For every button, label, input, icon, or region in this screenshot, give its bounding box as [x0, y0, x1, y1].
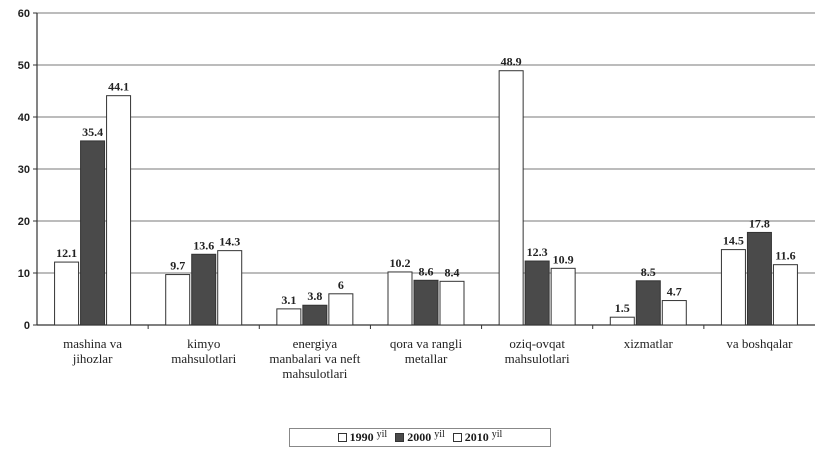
legend-item: 1990 yil	[337, 429, 388, 445]
data-label: 1.5	[615, 301, 630, 315]
category-label: metallar	[405, 351, 448, 366]
category-label: jihozlar	[72, 351, 113, 366]
bar	[54, 261, 80, 326]
data-label: 8.6	[419, 264, 434, 278]
data-label: 3.8	[307, 289, 322, 303]
bar	[550, 267, 576, 326]
data-label: 14.5	[723, 234, 744, 248]
data-label: 10.2	[390, 256, 411, 270]
data-label: 6	[338, 278, 344, 292]
bar	[439, 280, 465, 326]
category-label: manbalari va neft	[269, 351, 360, 366]
bar	[302, 304, 328, 326]
bar	[328, 293, 354, 326]
category-label: xizmatlar	[624, 336, 674, 351]
bar	[772, 264, 798, 326]
category-label: mahsulotlari	[171, 351, 236, 366]
data-label: 35.4	[82, 125, 103, 139]
y-tick-label: 30	[18, 164, 30, 176]
legend-series-unit: yil	[491, 429, 503, 440]
y-tick-label: 10	[18, 268, 30, 280]
legend-swatch	[395, 433, 405, 442]
legend-item: 2010 yil	[452, 429, 503, 445]
data-label: 8.5	[641, 265, 656, 279]
bar	[106, 95, 132, 326]
bar	[635, 280, 661, 326]
data-label: 17.8	[749, 216, 770, 230]
data-label: 12.3	[527, 245, 548, 259]
y-tick-label: 60	[18, 8, 30, 20]
legend-series-name: 2000	[407, 430, 432, 444]
bar	[165, 274, 191, 326]
category-label: mahsulotlari	[282, 366, 347, 381]
y-tick-label: 40	[18, 112, 30, 124]
bar	[80, 140, 106, 326]
data-label: 48.9	[501, 55, 522, 69]
data-label: 8.4	[445, 265, 460, 279]
data-label: 4.7	[667, 285, 682, 299]
bar	[191, 253, 217, 326]
bar	[609, 316, 635, 326]
data-label: 3.1	[281, 293, 296, 307]
legend-swatch	[337, 433, 347, 442]
bar	[720, 249, 746, 326]
y-tick-label: 50	[18, 60, 30, 72]
legend-series-unit: yil	[376, 429, 388, 440]
bar-chart: 0 10 20 30 40 50 60 12.1 35.4 44.1 mashina vajihoz…	[18, 8, 815, 381]
legend-series-unit: yil	[434, 429, 445, 440]
category-label: kimyo	[187, 336, 220, 351]
y-tick-label: 0	[24, 320, 30, 332]
bar	[524, 260, 550, 326]
bar	[498, 70, 524, 326]
bar	[746, 231, 772, 326]
bar	[217, 250, 243, 326]
legend-swatch	[452, 433, 462, 442]
data-label: 14.3	[219, 235, 240, 249]
chart-legend: 1990 yil 2000 yil 2010 yil	[289, 428, 551, 447]
category-label: qora va rangli	[390, 336, 463, 351]
data-label: 44.1	[108, 80, 129, 94]
y-tick-label: 20	[18, 216, 30, 228]
bar	[387, 271, 413, 326]
category-label: mahsulotlari	[505, 351, 570, 366]
data-label: 10.9	[553, 252, 574, 266]
legend-series-name: 2010	[464, 430, 489, 444]
data-label: 11.6	[775, 249, 795, 263]
bar	[413, 279, 439, 326]
legend-item: 2000 yil	[395, 429, 445, 445]
data-label: 13.6	[193, 238, 214, 252]
bar	[661, 300, 687, 326]
category-label: va boshqalar	[726, 336, 793, 351]
data-label: 12.1	[56, 246, 77, 260]
bar	[276, 308, 302, 326]
legend-series-name: 1990	[349, 430, 374, 444]
category-label: oziq-ovqat	[509, 336, 565, 351]
category-label: energiya	[293, 336, 338, 351]
category-label: mashina va	[63, 336, 122, 351]
data-label: 9.7	[170, 259, 185, 273]
